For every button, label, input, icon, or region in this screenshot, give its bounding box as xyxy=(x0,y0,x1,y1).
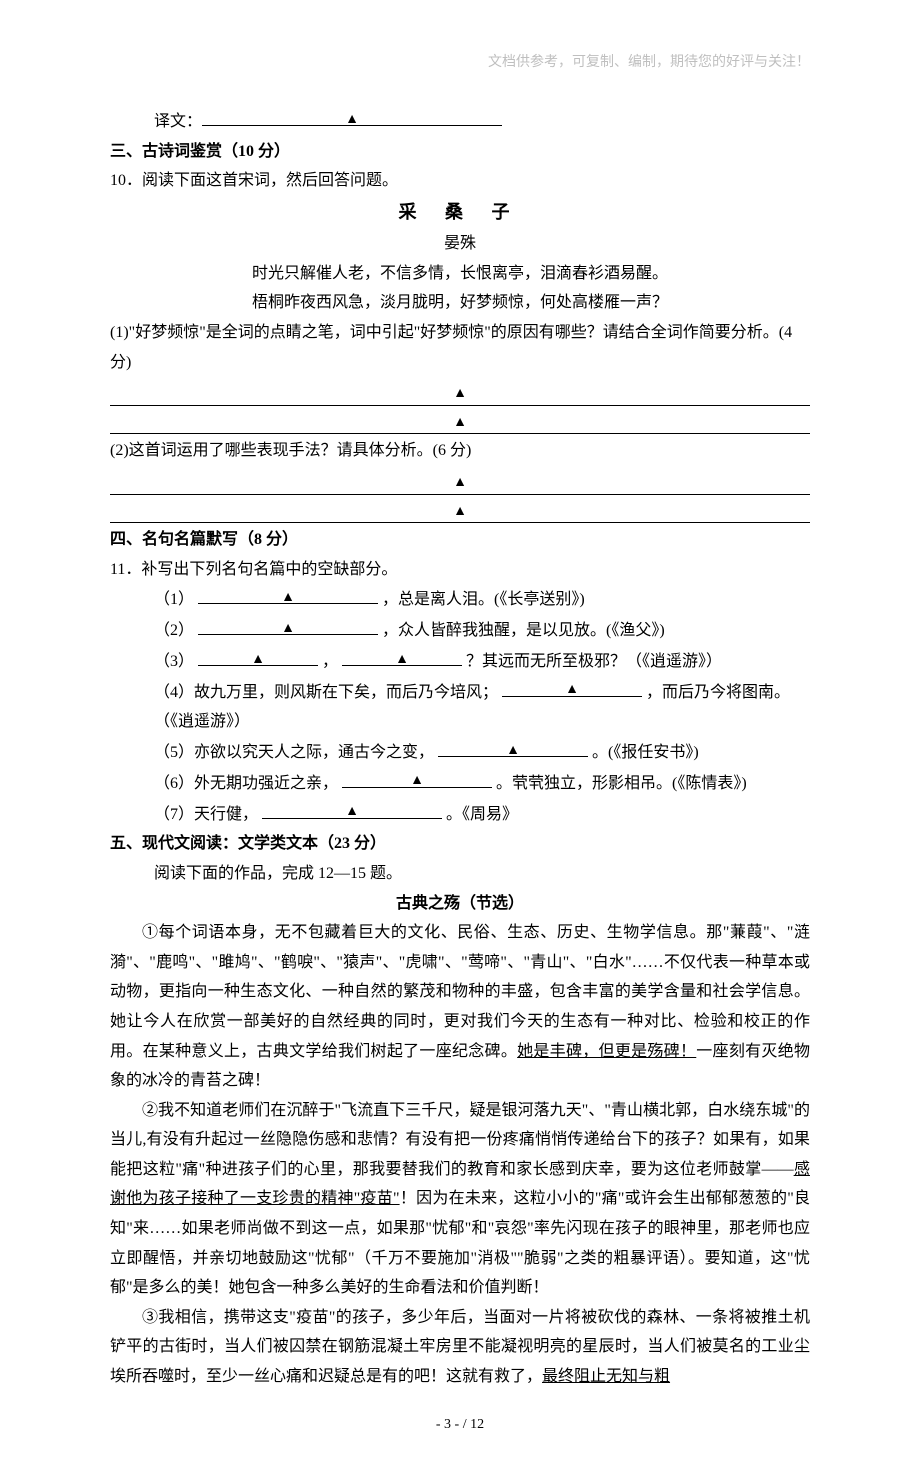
fill-7: （7）天行健， 。《周易》 xyxy=(110,799,810,830)
p1-underline: 她是丰碑，但更是殇碑！ xyxy=(517,1043,696,1060)
answer-line[interactable]: ▲ xyxy=(110,468,810,495)
triangle-icon: ▲ xyxy=(453,470,467,496)
translation-blank[interactable] xyxy=(202,106,502,126)
translation-row: 译文： xyxy=(110,106,810,137)
q11-lead: 11．补写出下列名句名篇中的空缺部分。 xyxy=(110,555,810,585)
poem-title: 采 桑 子 xyxy=(110,196,810,229)
p2a: ②我不知道老师们在沉醉于"飞流直下三千尺，疑是银河落九天"、"青山横北郭，白水绕… xyxy=(110,1102,810,1178)
triangle-icon: ▲ xyxy=(453,499,467,525)
item-tail: 。茕茕独立，形影相吊。(《陈情表》) xyxy=(496,775,747,792)
item-num: （4） xyxy=(154,684,194,701)
para-1: ①每个词语本身，无不包藏着巨大的文化、民俗、生态、历史、生物学信息。那"蒹葭"、… xyxy=(110,918,810,1096)
item-tail: 。(《报任安书》) xyxy=(592,744,699,761)
para-2: ②我不知道老师们在沉醉于"飞流直下三千尺，疑是银河落九天"、"青山横北郭，白水绕… xyxy=(110,1096,810,1303)
blank[interactable] xyxy=(198,646,318,666)
p3-underline: 最终阻止无知与粗 xyxy=(542,1368,670,1385)
item-num: （1） xyxy=(154,591,194,608)
p3a: ③我相信，携带这支"疫苗"的孩子，多少年后，当面对一片将被砍伐的森林、一条将被推… xyxy=(110,1309,810,1385)
item-tail: 。《周易》 xyxy=(446,806,518,823)
triangle-icon: ▲ xyxy=(453,410,467,436)
para-3: ③我相信，携带这支"疫苗"的孩子，多少年后，当面对一片将被砍伐的森林、一条将被推… xyxy=(110,1303,810,1392)
item-pre: 故九万里，则风斯在下矣，而后乃今培风； xyxy=(194,684,498,701)
item-mid: ， xyxy=(322,653,338,670)
section5-lead: 阅读下面的作品，完成 12—15 题。 xyxy=(110,859,810,889)
item-num: （5） xyxy=(154,744,194,761)
item-num: （2） xyxy=(154,622,194,639)
header-note: 文档供参考，可复制、编制，期待您的好评与关注！ xyxy=(110,50,810,76)
fill-6: （6）外无期功强近之亲， 。茕茕独立，形影相吊。(《陈情表》) xyxy=(110,768,810,799)
triangle-icon: ▲ xyxy=(453,381,467,407)
answer-line[interactable]: ▲ xyxy=(110,497,810,524)
item-tail: ，众人皆醉我独醒，是以见放。(《渔父》) xyxy=(382,622,665,639)
blank[interactable] xyxy=(198,615,378,635)
blank[interactable] xyxy=(342,646,462,666)
poem-line-1: 时光只解催人老，不信多情，长恨离亭，泪滴春衫酒易醒。 xyxy=(110,259,810,289)
fill-2: （2） ，众人皆醉我独醒，是以见放。(《渔父》) xyxy=(110,615,810,646)
item-pre: 亦欲以究天人之际，通古今之变， xyxy=(194,744,434,761)
item-pre: 天行健， xyxy=(194,806,258,823)
poem-author: 晏殊 xyxy=(110,229,810,259)
article-title: 古典之殇（节选） xyxy=(110,889,810,919)
poem-line-2: 梧桐昨夜西风急，淡月胧明，好梦频惊，何处高楼雁一声？ xyxy=(110,288,810,318)
fill-3: （3） ， ？其远而无所至极邪？（《逍遥游》） xyxy=(110,646,810,677)
page-footer: - 3 - / 12 xyxy=(110,1412,810,1438)
item-tail: ，总是离人泪。(《长亭送别》) xyxy=(382,591,585,608)
section4-title: 四、名句名篇默写（8 分） xyxy=(110,525,810,555)
fill-4: （4）故九万里，则风斯在下矣，而后乃今培风； ，而后乃今将图南。（《逍遥游》） xyxy=(110,677,810,737)
item-num: （3） xyxy=(154,653,194,670)
q10-lead: 10．阅读下面这首宋词，然后回答问题。 xyxy=(110,166,810,196)
blank[interactable] xyxy=(198,584,378,604)
answer-line[interactable]: ▲ xyxy=(110,379,810,406)
blank[interactable] xyxy=(262,799,442,819)
answer-line[interactable]: ▲ xyxy=(110,408,810,435)
item-num: （6） xyxy=(154,775,194,792)
p1a: ①每个词语本身，无不包藏着巨大的文化、民俗、生态、历史、生物学信息。那"蒹葭"、… xyxy=(110,924,810,1059)
q10-1: (1)"好梦频惊"是全词的点睛之笔，词中引起"好梦频惊"的原因有哪些？请结合全词… xyxy=(110,318,810,377)
item-tail: ？其远而无所至极邪？（《逍遥游》） xyxy=(466,653,722,670)
fill-5: （5）亦欲以究天人之际，通古今之变， 。(《报任安书》) xyxy=(110,737,810,768)
translation-label: 译文： xyxy=(154,113,202,130)
item-num: （7） xyxy=(154,806,194,823)
blank[interactable] xyxy=(502,677,642,697)
q10-2: (2)这首词运用了哪些表现手法？请具体分析。(6 分) xyxy=(110,436,810,466)
section5-title: 五、现代文阅读：文学类文本（23 分） xyxy=(110,829,810,859)
fill-1: （1） ，总是离人泪。(《长亭送别》) xyxy=(110,584,810,615)
item-pre: 外无期功强近之亲， xyxy=(194,775,338,792)
blank[interactable] xyxy=(438,737,588,757)
section3-title: 三、古诗词鉴赏（10 分） xyxy=(110,137,810,167)
blank[interactable] xyxy=(342,768,492,788)
